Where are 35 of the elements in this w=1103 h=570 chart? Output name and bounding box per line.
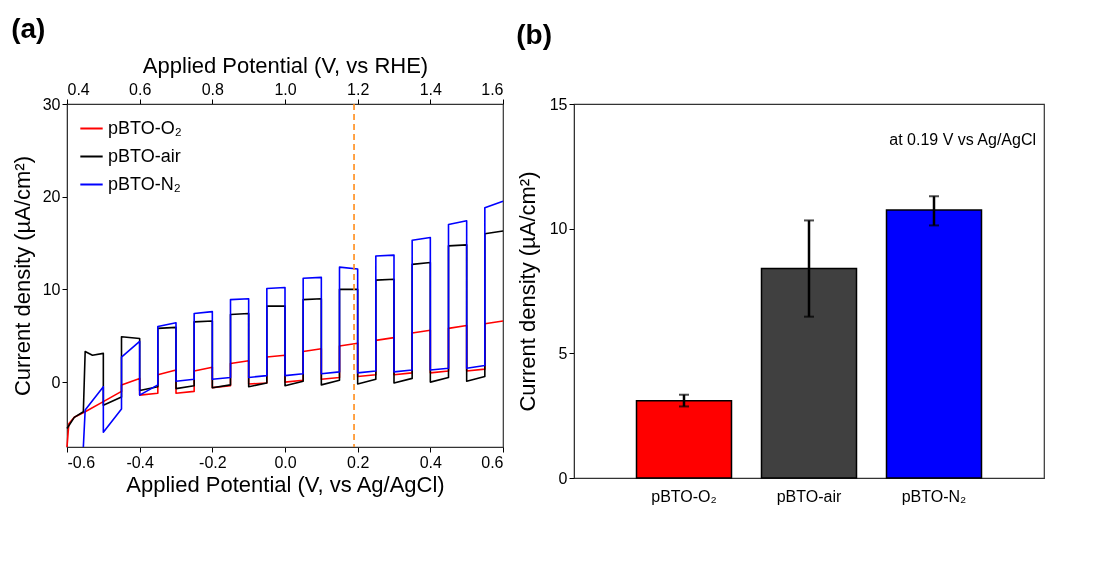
y-tick-label: 0 [51,373,61,391]
x-tick-label: -0.2 [199,453,227,471]
y-tick-label: 30 [42,95,61,113]
y-axis-title: Current density (µA/cm²) [514,171,540,412]
x2-tick-label: 0.8 [201,80,225,98]
legend-label: pBTO-N₂ [108,173,181,194]
chart-title: (b) [516,19,552,50]
x-tick-label: 0.0 [274,453,297,471]
x-tick-label: 0.4 [419,453,443,471]
x-tick-label: -0.6 [67,453,96,471]
x-tick-label: pBTO-N₂ [901,487,967,505]
chart-title: (a) [11,13,46,44]
x-tick-label: pBTO-O₂ [651,487,717,505]
x2-axis-title: Applied Potential (V, vs RHE) [142,52,429,78]
legend-label: pBTO-O₂ [108,117,182,138]
legend-label: pBTO-air [108,145,181,166]
y-tick-label: 0 [558,469,568,487]
x-tick-label: pBTO-air [776,487,842,505]
x-tick-label: 0.6 [481,453,504,471]
x2-tick-label: 1.2 [347,80,370,98]
x2-tick-label: 1.0 [274,80,297,98]
x2-tick-label: 0.4 [67,80,90,98]
x2-tick-label: 0.6 [129,80,152,98]
x-tick-label: 0.2 [347,453,370,471]
y-tick-label: 15 [549,95,568,113]
x-axis-title: Applied Potential (V, vs Ag/AgCl) [126,471,445,497]
y-tick-label: 10 [42,280,61,298]
y-tick-label: 5 [558,344,568,362]
x2-tick-label: 1.6 [481,80,504,98]
x-tick-label: -0.4 [126,453,155,471]
x2-tick-label: 1.4 [419,80,443,98]
y-tick-label: 10 [549,220,568,238]
y-tick-label: 20 [42,188,61,206]
annotation: at 0.19 V vs Ag/AgCl [889,131,1036,148]
y-axis-title: Current density (µA/cm²) [9,155,35,397]
